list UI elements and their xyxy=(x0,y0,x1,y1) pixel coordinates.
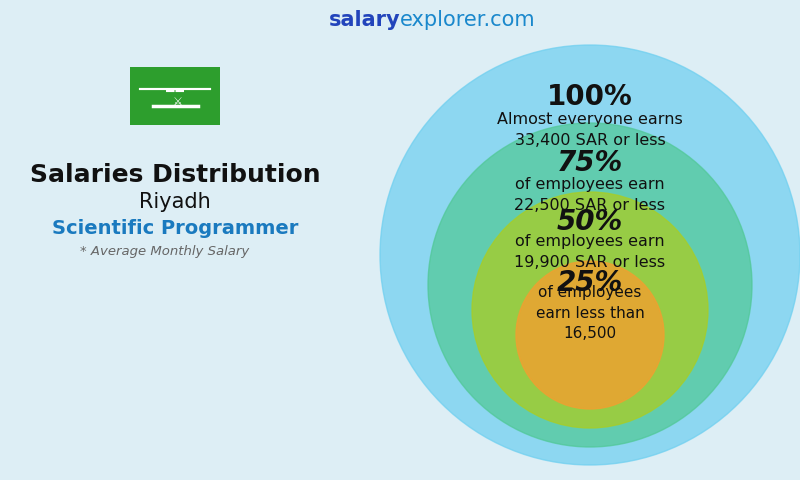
Text: of employees
earn less than
16,500: of employees earn less than 16,500 xyxy=(536,285,644,341)
Text: Salaries Distribution: Salaries Distribution xyxy=(30,163,320,187)
Text: of employees earn
22,500 SAR or less: of employees earn 22,500 SAR or less xyxy=(514,177,666,213)
Circle shape xyxy=(516,261,664,409)
Text: of employees earn
19,900 SAR or less: of employees earn 19,900 SAR or less xyxy=(514,234,666,270)
Circle shape xyxy=(428,123,752,447)
Text: 75%: 75% xyxy=(557,149,623,177)
Circle shape xyxy=(472,192,708,428)
Text: explorer.com: explorer.com xyxy=(400,10,536,30)
Text: Almost everyone earns
33,400 SAR or less: Almost everyone earns 33,400 SAR or less xyxy=(497,112,683,148)
Text: Scientific Programmer: Scientific Programmer xyxy=(52,218,298,238)
Text: ▬▬
  ⚔: ▬▬ ⚔ xyxy=(165,85,186,107)
Text: Riyadh: Riyadh xyxy=(139,192,211,212)
Text: 50%: 50% xyxy=(557,208,623,236)
Circle shape xyxy=(380,45,800,465)
Text: 25%: 25% xyxy=(557,269,623,297)
Text: 100%: 100% xyxy=(547,83,633,111)
Text: salary: salary xyxy=(328,10,400,30)
FancyBboxPatch shape xyxy=(130,67,220,125)
Text: * Average Monthly Salary: * Average Monthly Salary xyxy=(80,245,250,259)
